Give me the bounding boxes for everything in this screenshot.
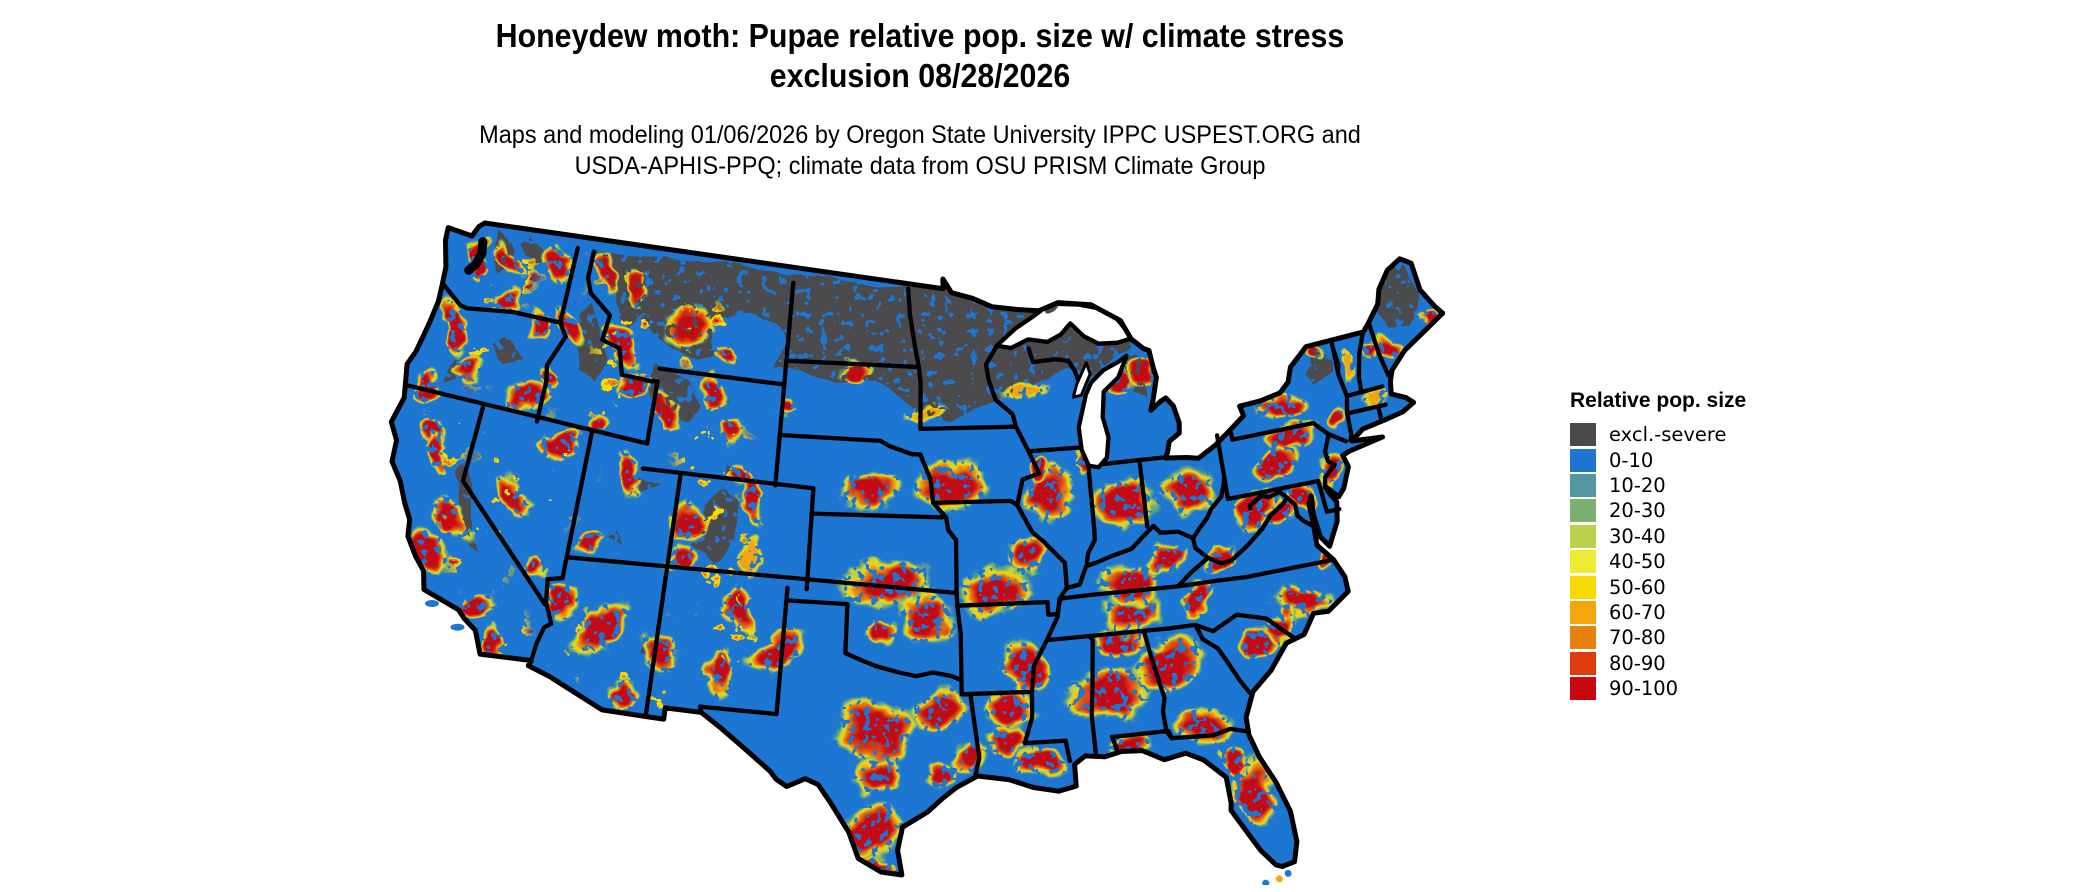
map-subtitle-line1: Maps and modeling 01/06/2026 by Oregon S… bbox=[479, 121, 1361, 149]
state-borders bbox=[404, 245, 1391, 778]
legend-label: 10-20 bbox=[1609, 473, 1666, 497]
legend-label: 0-10 bbox=[1609, 448, 1654, 472]
legend-row-20-30: 20-30 bbox=[1570, 498, 1746, 523]
legend-swatch-icon bbox=[1570, 448, 1596, 472]
legend-label: 20-30 bbox=[1609, 499, 1666, 523]
map-title-line1: Honeydew moth: Pupae relative pop. size … bbox=[495, 17, 1345, 54]
legend-label: 60-70 bbox=[1609, 600, 1666, 624]
legend-label: 40-50 bbox=[1609, 550, 1666, 574]
lake-michigan bbox=[1076, 353, 1129, 470]
legend-title: Relative pop. size bbox=[1570, 389, 1747, 412]
legend-swatch-icon bbox=[1570, 600, 1596, 624]
legend-swatch-icon bbox=[1570, 423, 1596, 447]
legend-rows: excl.-severe 0-10 10-20 20-30 30-40 40-50 50-6… bbox=[1570, 422, 1746, 701]
legend-label: 50-60 bbox=[1609, 575, 1666, 599]
legend-row-10-20: 10-20 bbox=[1570, 473, 1746, 498]
legend-label: 70-80 bbox=[1609, 626, 1666, 650]
legend-swatch-icon bbox=[1570, 499, 1596, 523]
map-subtitle: Maps and modeling 01/06/2026 by Oregon S… bbox=[55, 120, 1785, 182]
legend-row-40-50: 40-50 bbox=[1570, 549, 1746, 574]
legend: Relative pop. size excl.-severe 0-10 10-20… bbox=[1570, 389, 1746, 701]
map-title: Honeydew moth: Pupae relative pop. size … bbox=[74, 16, 1767, 96]
legend-row-90-100: 90-100 bbox=[1570, 676, 1746, 701]
map-subtitle-line2: USDA-APHIS-PPQ; climate data from OSU PR… bbox=[574, 152, 1266, 180]
legend-label: 80-90 bbox=[1609, 651, 1666, 675]
legend-swatch-icon bbox=[1570, 651, 1596, 675]
legend-row-80-90: 80-90 bbox=[1570, 651, 1746, 676]
legend-swatch-icon bbox=[1570, 473, 1596, 497]
legend-swatch-icon bbox=[1570, 524, 1596, 548]
legend-row-0-10: 0-10 bbox=[1570, 447, 1746, 472]
us-map bbox=[228, 203, 1550, 885]
great-lakes bbox=[994, 301, 1341, 470]
legend-label: 30-40 bbox=[1609, 524, 1666, 548]
legend-row-60-70: 60-70 bbox=[1570, 600, 1746, 625]
legend-row-30-40: 30-40 bbox=[1570, 524, 1746, 549]
legend-row-70-80: 70-80 bbox=[1570, 625, 1746, 650]
lake-champlain bbox=[1330, 339, 1341, 377]
legend-label: 90-100 bbox=[1609, 677, 1679, 701]
legend-label: excl.-severe bbox=[1609, 423, 1727, 447]
map-title-line2: exclusion 08/28/2026 bbox=[769, 57, 1071, 94]
legend-row-50-60: 50-60 bbox=[1570, 574, 1746, 599]
legend-swatch-icon bbox=[1570, 677, 1596, 701]
legend-swatch-icon bbox=[1570, 575, 1596, 599]
puget-sound bbox=[464, 237, 488, 275]
legend-row-excl.-severe: excl.-severe bbox=[1570, 422, 1746, 447]
legend-swatch-icon bbox=[1570, 626, 1596, 650]
us-map-svg bbox=[388, 220, 1446, 885]
green-bay bbox=[1071, 361, 1092, 399]
us-outline bbox=[388, 220, 1446, 878]
legend-swatch-icon bbox=[1570, 550, 1596, 574]
